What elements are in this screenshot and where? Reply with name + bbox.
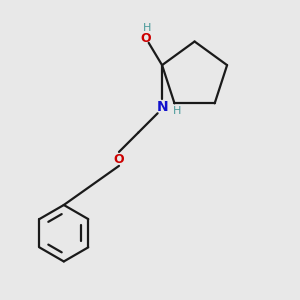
- Text: H: H: [143, 23, 152, 33]
- Text: H: H: [173, 106, 182, 116]
- Text: O: O: [140, 32, 151, 46]
- Text: O: O: [114, 153, 124, 166]
- Text: N: N: [156, 100, 168, 114]
